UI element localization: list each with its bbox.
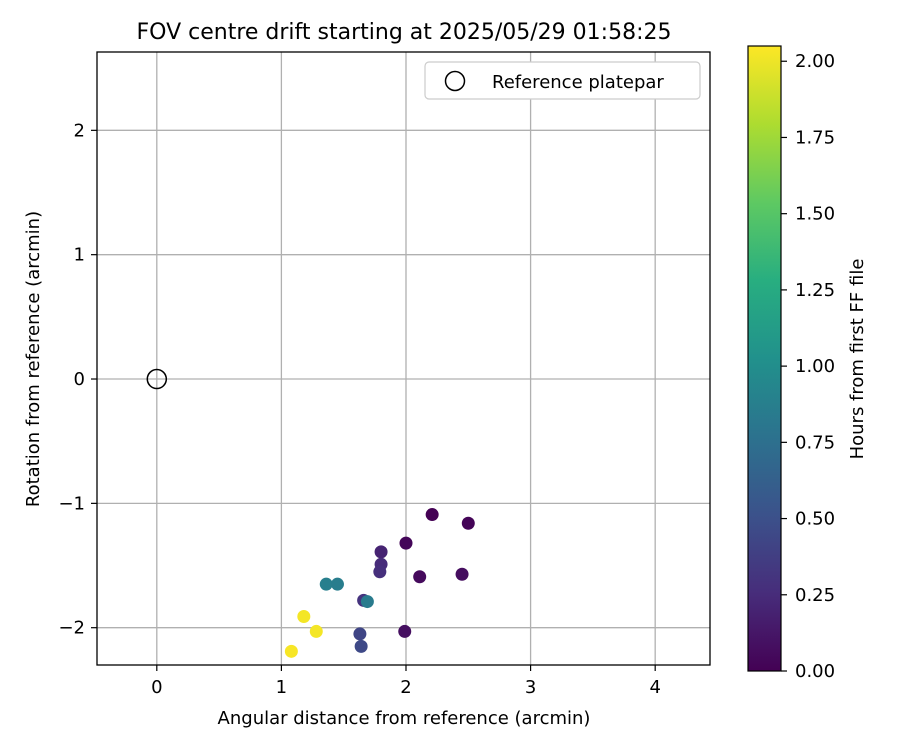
y-axis-ticks: −2 −1 0 1 2 — [58, 120, 97, 639]
legend: Reference platepar — [424, 61, 701, 100]
colorbar-tick-label: 0.00 — [795, 661, 835, 682]
scatter-point — [425, 508, 439, 522]
scatter-point — [461, 516, 475, 530]
scatter-point — [319, 577, 333, 591]
plot-frame — [96, 51, 711, 666]
scatter-point — [398, 624, 412, 638]
y-tick-label: 2 — [74, 120, 85, 141]
y-axis-label: Rotation from reference (arcmin) — [23, 211, 44, 507]
x-axis-ticks: 0 1 2 3 4 — [151, 665, 661, 698]
colorbar-gradient — [747, 45, 782, 672]
scatter-point — [353, 627, 367, 641]
scatter-points — [146, 368, 475, 658]
scatter-point — [297, 610, 311, 624]
colorbar-tick-label: 1.75 — [795, 127, 835, 148]
x-tick-label: 2 — [400, 677, 411, 698]
colorbar-tick-label: 0.75 — [795, 432, 835, 453]
x-tick-label: 4 — [649, 677, 660, 698]
scatter-point — [399, 536, 413, 550]
colorbar-label: Hours from first FF file — [847, 259, 868, 460]
y-tick-label: −2 — [58, 618, 85, 639]
scatter-point — [373, 565, 387, 579]
x-tick-label: 3 — [525, 677, 536, 698]
colorbar-ticks: 0.00 0.25 0.50 0.75 1.00 1.25 1.50 1.75 2.00 — [781, 51, 835, 682]
scatter-point — [374, 545, 388, 559]
y-tick-label: 0 — [74, 369, 85, 390]
reference-platepar-marker — [146, 368, 168, 390]
colorbar-tick-label: 0.50 — [795, 509, 835, 530]
colorbar-tick-label: 1.50 — [795, 204, 835, 225]
grid — [97, 52, 710, 665]
scatter-point — [455, 567, 469, 581]
x-tick-label: 1 — [276, 677, 287, 698]
scatter-point — [354, 639, 368, 653]
colorbar-tick-label: 1.00 — [795, 356, 835, 377]
legend-reference-marker — [444, 70, 466, 92]
scatter-point — [309, 624, 323, 638]
colorbar: 0.00 0.25 0.50 0.75 1.00 1.25 1.50 1.75 2.00 Hou… — [747, 45, 868, 682]
x-axis-label: Angular distance from reference (arcmin) — [218, 708, 591, 729]
x-tick-label: 0 — [151, 677, 162, 698]
y-tick-label: 1 — [74, 245, 85, 266]
y-tick-label: −1 — [58, 493, 85, 514]
legend-box — [424, 61, 701, 100]
scatter-point — [330, 577, 344, 591]
colorbar-tick-label: 0.25 — [795, 585, 835, 606]
scatter-point — [284, 644, 298, 658]
chart-title: FOV centre drift starting at 2025/05/29 … — [137, 20, 672, 45]
colorbar-tick-label: 1.25 — [795, 280, 835, 301]
legend-label: Reference platepar — [492, 72, 664, 93]
colorbar-tick-label: 2.00 — [795, 51, 835, 72]
scatter-point — [413, 570, 427, 584]
scatter-point — [360, 595, 374, 609]
